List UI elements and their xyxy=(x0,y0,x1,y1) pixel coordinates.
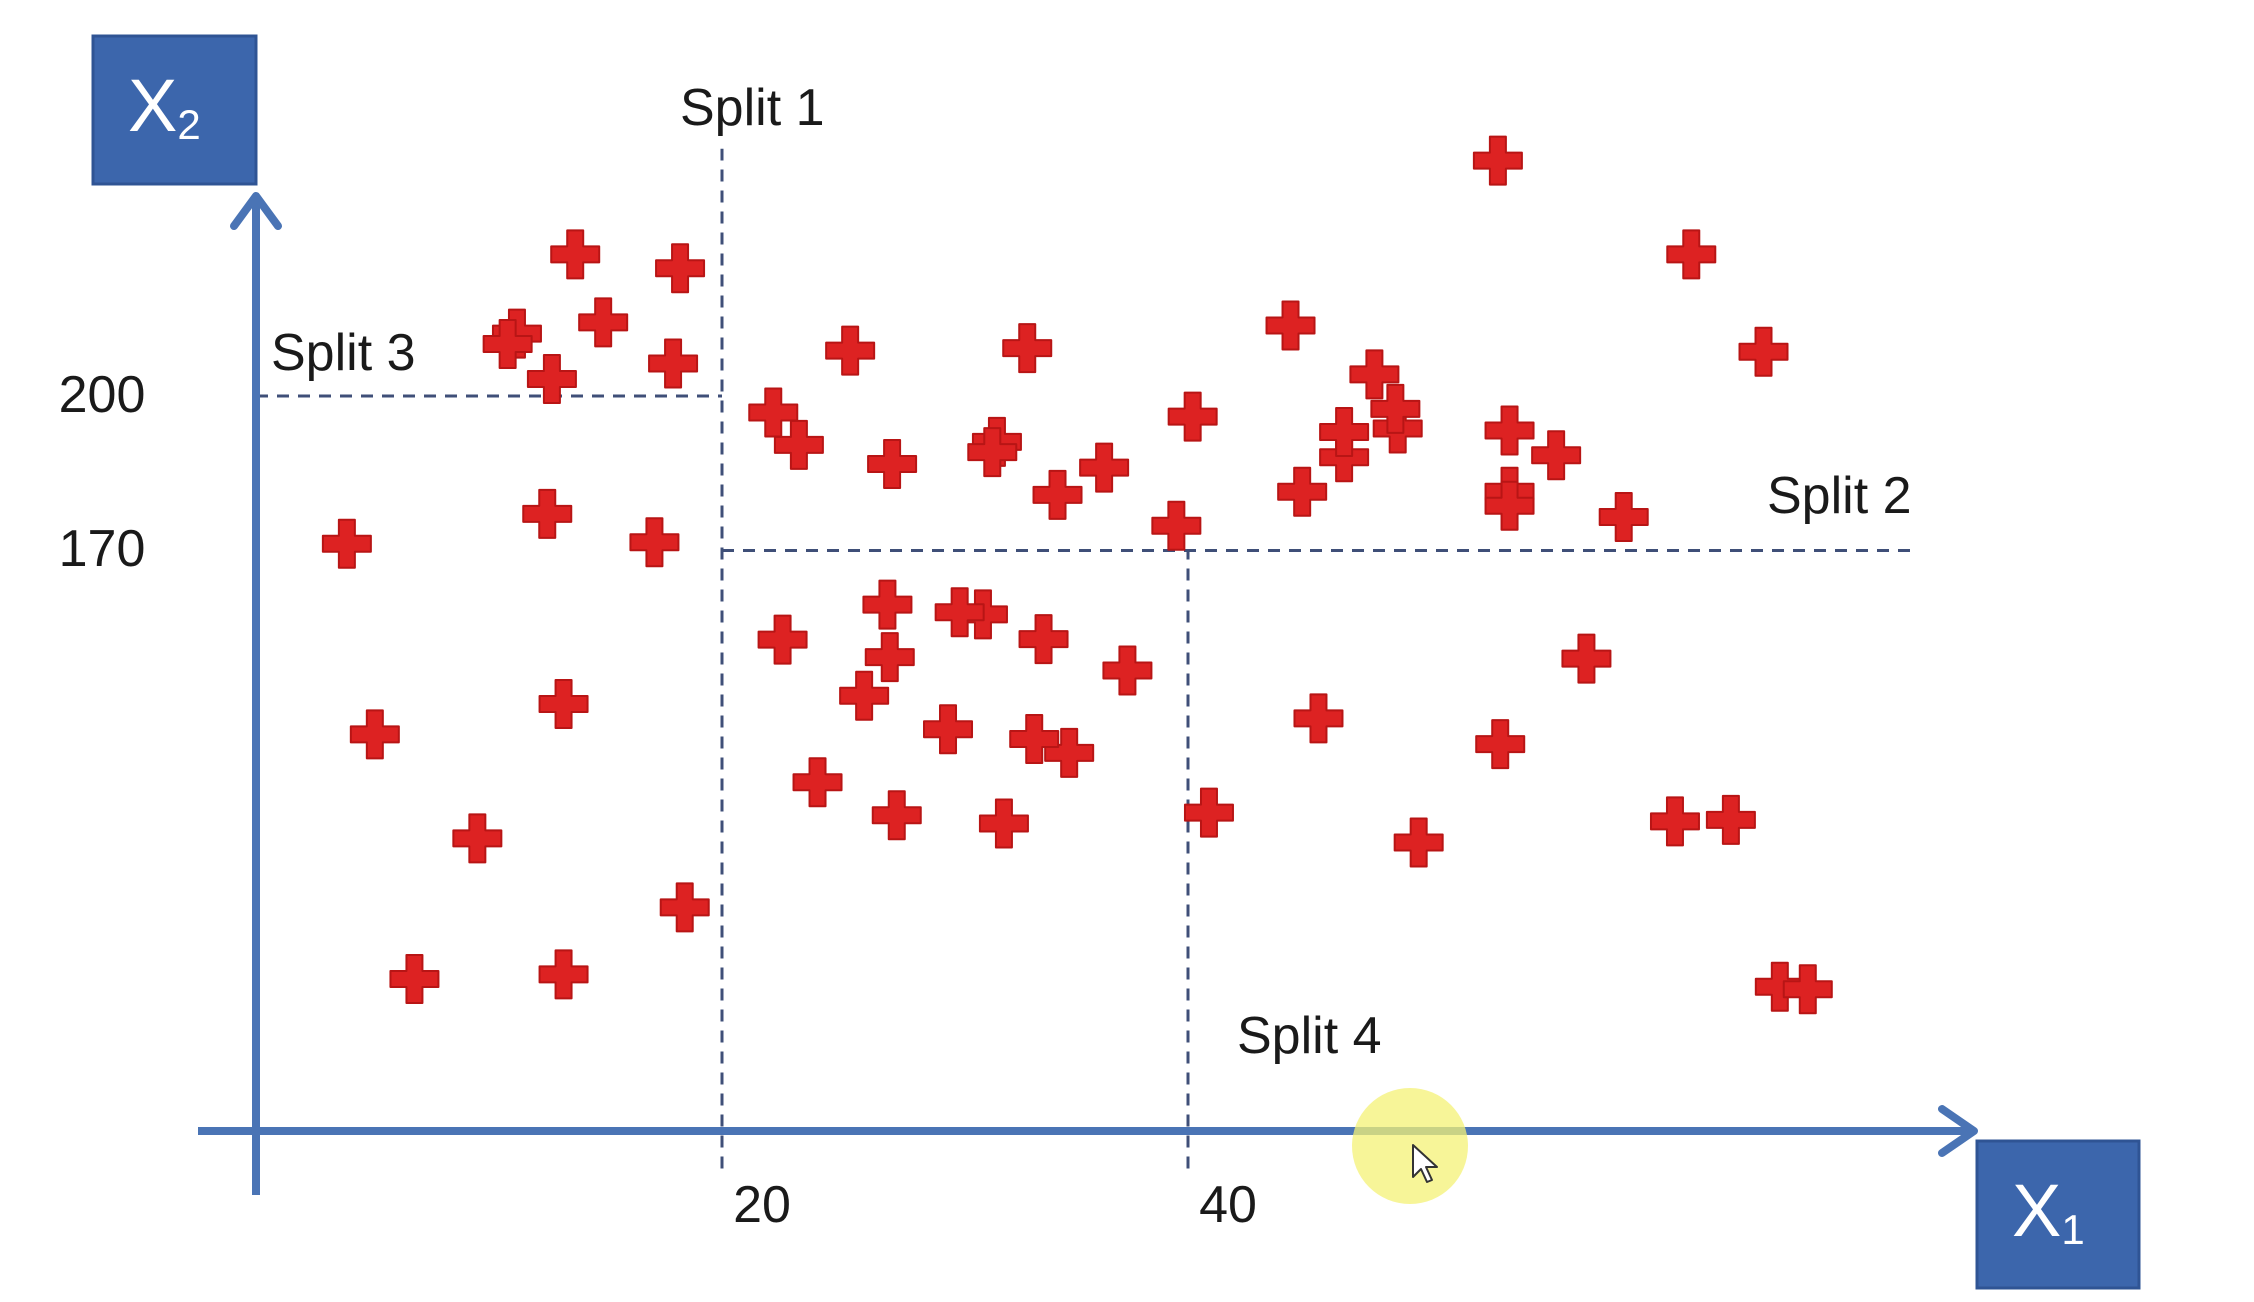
x-tick-label-20: 20 xyxy=(733,1176,791,1234)
data-point xyxy=(1080,444,1128,492)
data-point xyxy=(579,298,627,346)
data-point xyxy=(1486,407,1534,455)
x-axis-label: X xyxy=(2012,1169,2061,1252)
y-tick-label-200: 200 xyxy=(59,366,146,424)
data-point xyxy=(873,791,921,839)
data-point xyxy=(1784,965,1832,1013)
data-point xyxy=(1278,468,1326,516)
data-point xyxy=(794,758,842,806)
x-axis-badge: X1 xyxy=(1977,1141,2139,1288)
data-point xyxy=(523,490,571,538)
data-point xyxy=(759,616,807,664)
split-2-label: Split 2 xyxy=(1767,467,1912,525)
data-point xyxy=(1474,137,1522,185)
data-point xyxy=(630,518,678,566)
data-point xyxy=(1003,324,1051,372)
data-point xyxy=(1185,789,1233,837)
data-point xyxy=(540,950,588,998)
cursor-highlight xyxy=(1352,1088,1468,1204)
data-point xyxy=(1707,796,1755,844)
data-point xyxy=(1395,819,1443,867)
data-point xyxy=(1034,471,1082,519)
y-axis-label: X xyxy=(128,64,177,147)
data-point xyxy=(1562,635,1610,683)
y-tick-label-170: 170 xyxy=(59,520,146,578)
data-point xyxy=(540,680,588,728)
data-point xyxy=(1667,230,1715,278)
data-point xyxy=(1532,431,1580,479)
split-4-label: Split 4 xyxy=(1237,1007,1382,1065)
x-axis-label-subscript: 1 xyxy=(2061,1206,2084,1253)
data-point xyxy=(551,230,599,278)
data-point xyxy=(863,581,911,629)
data-points xyxy=(323,137,1832,1014)
data-point xyxy=(868,440,916,488)
axes xyxy=(198,196,1974,1195)
split-lines xyxy=(256,149,1910,1169)
data-point xyxy=(1476,720,1524,768)
data-point xyxy=(1600,493,1648,541)
data-point xyxy=(924,705,972,753)
data-point xyxy=(1152,502,1200,550)
data-point xyxy=(826,327,874,375)
x-tick-label-40: 40 xyxy=(1199,1176,1257,1234)
y-axis-badge: X2 xyxy=(93,36,256,184)
data-point xyxy=(656,244,704,292)
data-point xyxy=(323,520,371,568)
data-point xyxy=(1294,694,1342,742)
data-point xyxy=(390,955,438,1003)
data-point xyxy=(649,340,697,388)
split-1-label: Split 1 xyxy=(680,79,825,137)
data-point xyxy=(1651,797,1699,845)
data-point xyxy=(1020,615,1068,663)
data-point xyxy=(1267,301,1315,349)
data-point xyxy=(1740,328,1788,376)
data-point xyxy=(661,883,709,931)
data-point xyxy=(1103,646,1151,694)
data-point xyxy=(1169,393,1217,441)
y-axis-label-subscript: 2 xyxy=(177,101,200,148)
split-3-label: Split 3 xyxy=(271,324,416,382)
data-point xyxy=(351,710,399,758)
data-point xyxy=(980,799,1028,847)
data-point xyxy=(453,814,501,862)
